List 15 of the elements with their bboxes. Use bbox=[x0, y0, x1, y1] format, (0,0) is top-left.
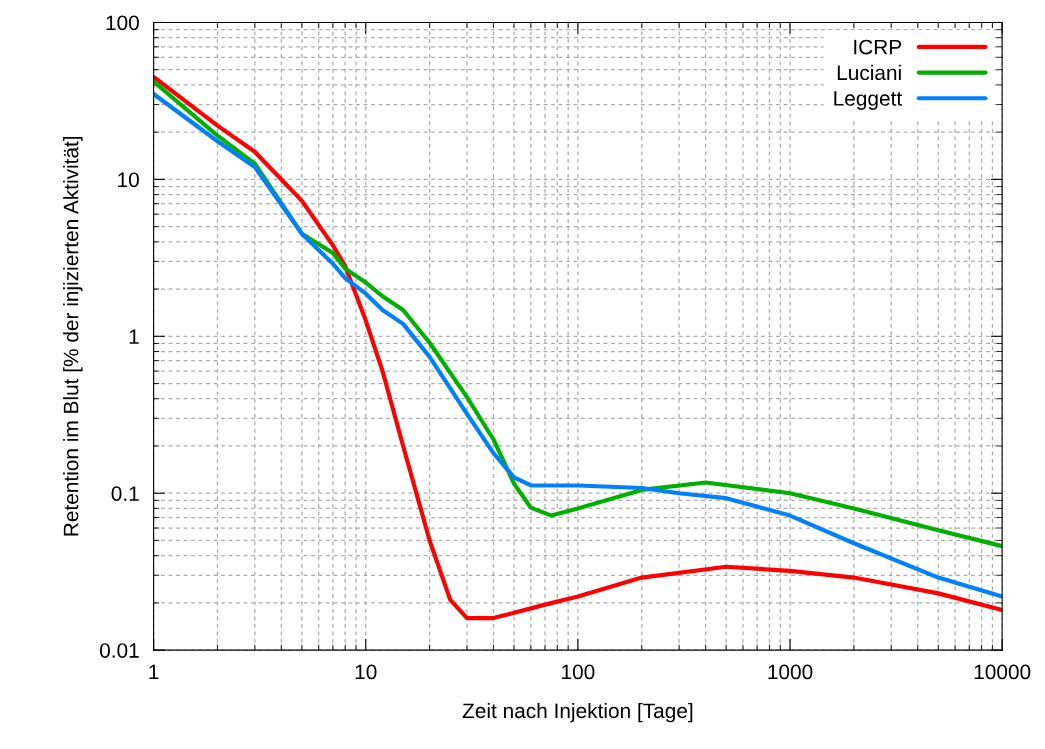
y-tick-label: 0.01 bbox=[100, 643, 139, 658]
y-tick-label: 10 bbox=[118, 172, 139, 188]
y-axis-title: Retention im Blut [% der injizierten Aktivität] bbox=[63, 136, 83, 536]
legend-label: ICRP bbox=[854, 39, 902, 55]
y-tick-label: 100 bbox=[106, 15, 139, 31]
x-axis-title: Zeit nach Injektion [Tage] bbox=[462, 702, 693, 723]
x-tick-label: 1000 bbox=[768, 664, 813, 680]
legend-label: Leggett bbox=[834, 91, 903, 110]
x-tick-label: 100 bbox=[562, 664, 595, 680]
y-tick-label: 1 bbox=[129, 329, 139, 344]
y-tick-label: 0.1 bbox=[111, 486, 139, 501]
x-tick-label: 1 bbox=[149, 664, 159, 680]
x-tick-label: 10 bbox=[355, 664, 377, 680]
legend-label: Luciani bbox=[837, 64, 901, 81]
x-tick-label: 10000 bbox=[974, 664, 1031, 680]
